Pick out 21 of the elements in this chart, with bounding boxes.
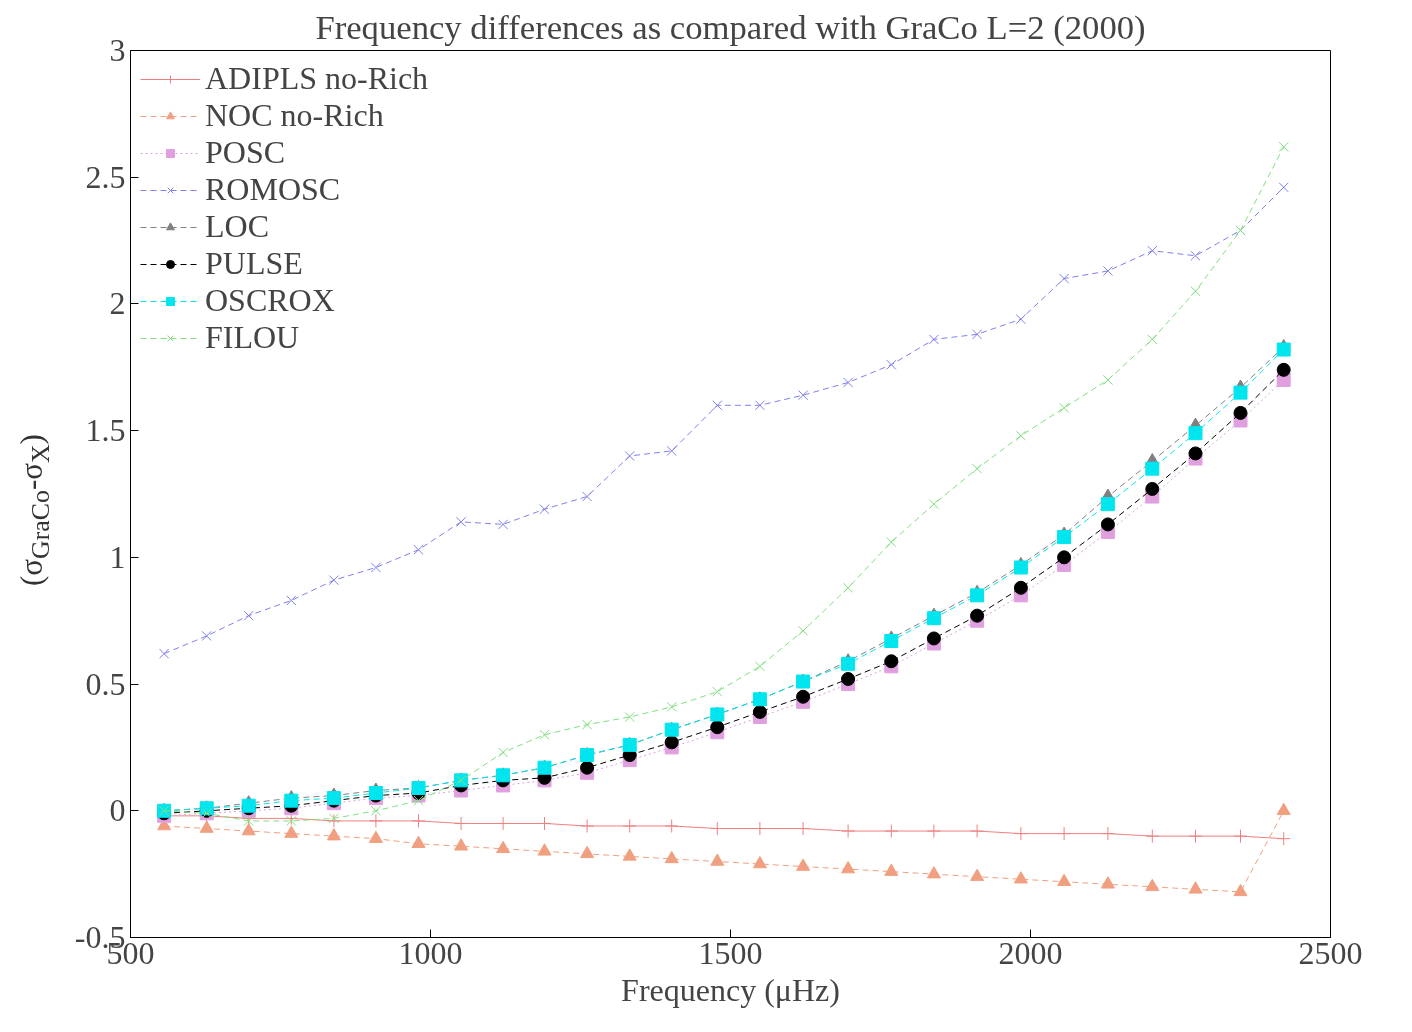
y-tick-label: 2 bbox=[109, 285, 126, 322]
y-tick-label: 0.5 bbox=[85, 665, 126, 702]
x-tick-label: 1500 bbox=[698, 934, 763, 971]
y-tick-label: 0 bbox=[109, 792, 126, 829]
legend-label: POSC bbox=[205, 134, 286, 171]
legend-label: NOC no-Rich bbox=[205, 97, 384, 134]
legend-label: FILOU bbox=[205, 319, 300, 356]
x-axis-title: Frequency (μHz) bbox=[621, 971, 840, 1008]
legend-label: ROMOSC bbox=[205, 171, 341, 208]
y-tick-label: 1.5 bbox=[85, 412, 126, 449]
x-tick-label: 2000 bbox=[998, 934, 1063, 971]
y-tick-label: 3 bbox=[109, 32, 126, 68]
legend-label: PULSE bbox=[205, 245, 303, 282]
legend-label: LOC bbox=[205, 208, 269, 245]
chart-title: Frequency differences as compared with GraCo L=2 (2000) bbox=[315, 7, 1146, 47]
x-tick-label: 1000 bbox=[398, 934, 463, 971]
legend-label: ADIPLS no-Rich bbox=[205, 60, 429, 97]
y-tick-label: 2.5 bbox=[85, 158, 126, 195]
x-tick-label: 2500 bbox=[1298, 934, 1363, 971]
legend-label: OSCROX bbox=[205, 282, 335, 319]
y-tick-label: 1 bbox=[109, 538, 126, 575]
